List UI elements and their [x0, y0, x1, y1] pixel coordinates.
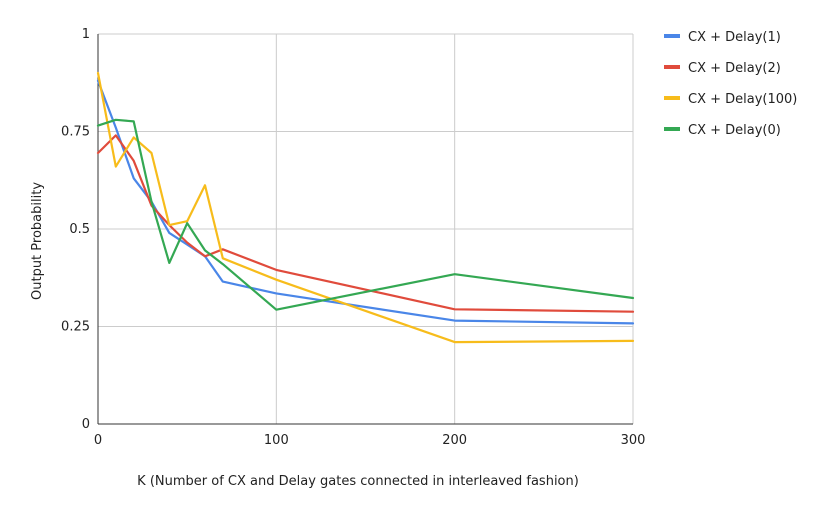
legend-label: CX + Delay(1)	[688, 30, 781, 45]
legend-label: CX + Delay(0)	[688, 123, 781, 138]
y-tick-label: 1	[82, 27, 90, 42]
y-tick-label: 0	[82, 417, 90, 432]
x-axis-title: K (Number of CX and Delay gates connecte…	[137, 474, 579, 489]
series-line-1	[96, 134, 635, 313]
legend: CX + Delay(1) CX + Delay(2) CX + Delay(100…	[664, 30, 797, 138]
series-line-3	[96, 118, 635, 311]
x-tick-label: 100	[264, 433, 289, 448]
series-lines	[96, 71, 635, 344]
y-tick-labels: 0 0.25 0.5 0.75 1	[61, 27, 90, 432]
y-axis-title: Output Probability	[30, 182, 45, 300]
y-tick-label: 0.5	[69, 222, 90, 237]
y-tick-label: 0.25	[61, 320, 90, 335]
gridlines	[98, 33, 634, 424]
y-tick-label: 0.75	[61, 125, 90, 140]
axes	[97, 34, 633, 425]
x-tick-labels: 0 100 200 300	[94, 433, 646, 448]
x-tick-label: 200	[442, 433, 467, 448]
legend-label: CX + Delay(100)	[688, 92, 797, 107]
series-line-0	[96, 79, 635, 325]
series-line-2	[96, 71, 635, 344]
x-tick-label: 300	[621, 433, 646, 448]
x-tick-label: 0	[94, 433, 102, 448]
legend-label: CX + Delay(2)	[688, 61, 781, 76]
